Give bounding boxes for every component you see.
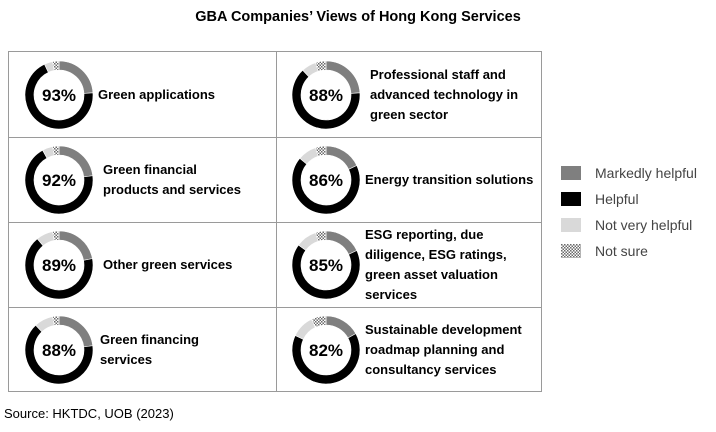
donut-segment-not-sure: [52, 145, 60, 156]
donut-category-label: Energy transition solutions: [365, 171, 534, 187]
donut-cell: 93% Green applications: [9, 52, 275, 137]
donut-chart: 89%: [24, 230, 94, 300]
donut-cell: 88% Green financing services: [9, 307, 275, 392]
donut-cell: 86% Energy transition solutions: [276, 137, 542, 222]
donut-segment-markedly-helpful: [325, 230, 358, 255]
legend-item: Not very helpful: [561, 212, 697, 238]
donut-percent-label: 82%: [309, 341, 343, 360]
legend-label: Not very helpful: [595, 217, 693, 233]
donut-chart: 88%: [291, 60, 361, 130]
donut-segment-not-very-helpful: [294, 318, 316, 340]
donut-percent-label: 88%: [309, 86, 343, 105]
donut-percent-label: 86%: [309, 171, 343, 190]
donut-category-label: Green financing services: [100, 331, 199, 367]
grid-divider: [276, 52, 277, 391]
donut-percent-label: 85%: [309, 256, 343, 275]
donut-chart: 92%: [24, 145, 94, 215]
legend: Markedly helpful Helpful Not very helpful N…: [561, 160, 697, 264]
donut-segment-not-sure: [315, 230, 327, 242]
legend-swatch: [561, 166, 581, 180]
donut-chart: 86%: [291, 145, 361, 215]
donut-segment-not-sure: [315, 145, 327, 157]
grid-divider: [9, 307, 541, 308]
donut-segment-not-sure: [52, 230, 60, 241]
donut-cell: 82% Sustainable development roadmap plann…: [276, 307, 542, 392]
donut-segment-markedly-helpful: [325, 315, 357, 339]
donut-category-label: Green applications: [98, 86, 216, 102]
donut-percent-label: 92%: [42, 171, 76, 190]
donut-category-label: Sustainable development roadmap planning…: [365, 321, 522, 377]
donut-cell: 89% Other green services: [9, 222, 275, 307]
legend-label: Not sure: [595, 243, 648, 259]
legend-label: Markedly helpful: [595, 165, 697, 181]
donut-segment-not-sure: [52, 60, 60, 71]
donut-category-label: ESG reporting, due diligence, ESG rating…: [365, 226, 507, 302]
chart-title: GBA Companies’ Views of Hong Kong Servic…: [195, 9, 521, 25]
legend-item: Helpful: [561, 186, 697, 212]
legend-item: Markedly helpful: [561, 160, 697, 186]
legend-item: Not sure: [561, 238, 697, 264]
donut-percent-label: 89%: [42, 256, 76, 275]
donut-category-label: Professional staff and advanced technolo…: [370, 66, 519, 122]
donut-grid: 93% Green applications 88% Professional sta…: [8, 51, 542, 392]
legend-swatch: [561, 192, 581, 206]
donut-chart: 93%: [24, 60, 94, 130]
donut-cell: 85% ESG reporting, due diligence, ESG rat…: [276, 222, 542, 307]
legend-swatch: [561, 244, 581, 258]
legend-swatch: [561, 218, 581, 232]
donut-cell: 92% Green financial products and services: [9, 137, 275, 222]
donut-segment-markedly-helpful: [325, 145, 358, 170]
legend-label: Helpful: [595, 191, 639, 207]
donut-percent-label: 93%: [42, 86, 76, 105]
donut-segment-not-sure: [315, 60, 327, 72]
donut-segment-not-sure: [311, 315, 327, 328]
donut-chart: 88%: [24, 315, 94, 385]
donut-category-label: Other green services: [103, 256, 233, 272]
donut-chart: 85%: [291, 230, 361, 300]
donut-cell: 88% Professional staff and advanced techn…: [276, 52, 542, 137]
source-note: Source: HKTDC, UOB (2023): [4, 406, 174, 421]
donut-category-label: Green financial products and services: [103, 161, 241, 197]
donut-chart: 82%: [291, 315, 361, 385]
grid-divider: [9, 222, 541, 223]
donut-segment-not-sure: [52, 315, 60, 326]
grid-divider: [9, 137, 541, 138]
donut-percent-label: 88%: [42, 341, 76, 360]
